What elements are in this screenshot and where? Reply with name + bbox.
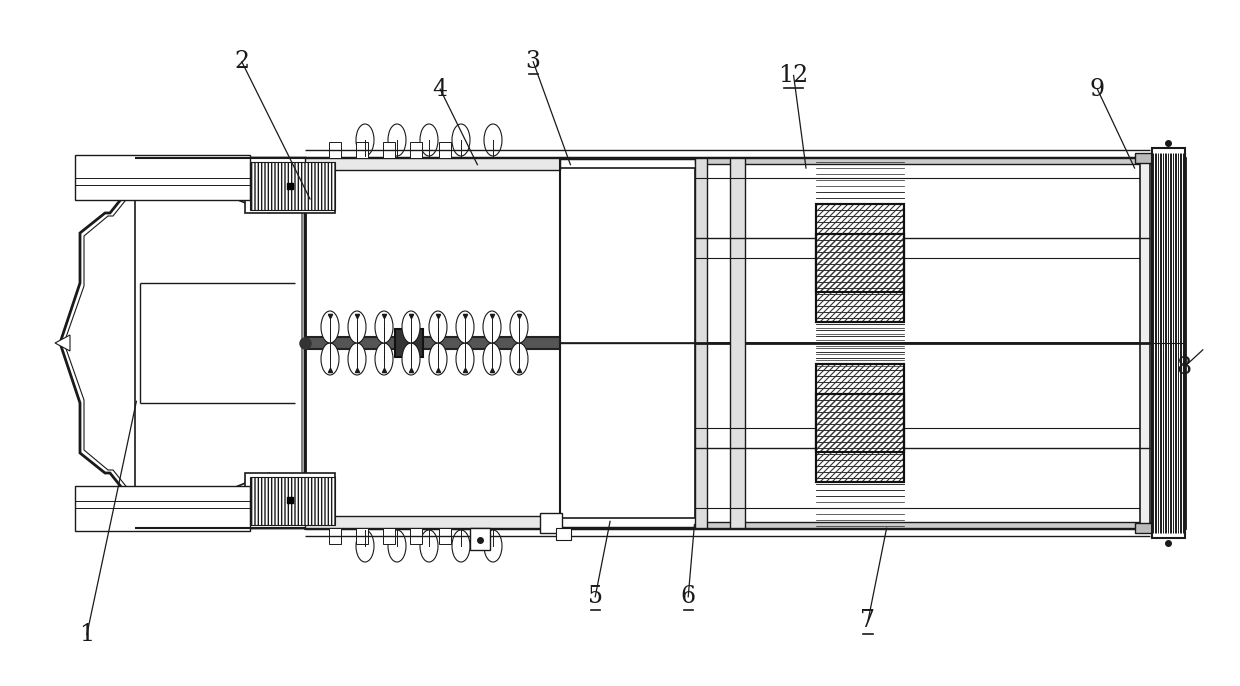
Bar (556, 528, 570, 540)
Text: 12: 12 (779, 64, 808, 87)
Bar (356, 528, 368, 544)
Bar (246, 158, 335, 213)
Ellipse shape (484, 311, 501, 343)
Bar (305, 158, 1185, 528)
Ellipse shape (429, 311, 446, 343)
Text: 8: 8 (1177, 355, 1192, 379)
Ellipse shape (321, 343, 339, 375)
Bar (816, 204, 904, 292)
Ellipse shape (402, 311, 420, 343)
Ellipse shape (374, 311, 393, 343)
Ellipse shape (484, 530, 502, 562)
Ellipse shape (321, 311, 339, 343)
Bar (250, 162, 335, 210)
Ellipse shape (510, 343, 528, 375)
Bar (816, 394, 904, 482)
Bar (305, 516, 560, 528)
Bar (560, 168, 694, 518)
Polygon shape (55, 335, 69, 351)
Ellipse shape (388, 124, 405, 156)
Text: 1: 1 (79, 623, 94, 646)
Bar (1140, 158, 1149, 528)
Bar (329, 528, 341, 544)
Text: 9: 9 (1090, 78, 1105, 101)
Bar (439, 528, 451, 544)
Ellipse shape (456, 311, 474, 343)
Bar (694, 158, 707, 528)
Ellipse shape (420, 530, 438, 562)
Bar (74, 155, 250, 200)
Bar (383, 142, 396, 158)
Bar (1135, 523, 1154, 533)
Bar (1152, 148, 1185, 538)
Ellipse shape (484, 124, 502, 156)
Bar (410, 528, 422, 544)
Bar (410, 142, 422, 158)
Text: 7: 7 (861, 609, 875, 632)
Ellipse shape (374, 343, 393, 375)
Ellipse shape (348, 311, 366, 343)
Bar (816, 234, 904, 322)
Ellipse shape (510, 311, 528, 343)
Ellipse shape (356, 530, 374, 562)
Ellipse shape (429, 343, 446, 375)
Ellipse shape (420, 124, 438, 156)
Ellipse shape (453, 124, 470, 156)
Bar (250, 477, 335, 525)
Bar (383, 528, 396, 544)
Ellipse shape (402, 343, 420, 375)
Bar (439, 142, 451, 158)
Text: 6: 6 (681, 585, 696, 608)
Text: 5: 5 (588, 585, 603, 608)
Text: 4: 4 (433, 78, 448, 101)
Text: 2: 2 (234, 50, 249, 73)
Bar (816, 234, 904, 322)
Ellipse shape (453, 530, 470, 562)
Bar (305, 158, 560, 170)
Bar (816, 364, 904, 452)
Bar (816, 204, 904, 292)
Bar (305, 337, 560, 349)
Ellipse shape (456, 343, 474, 375)
Bar (356, 142, 368, 158)
Bar (730, 158, 745, 528)
Bar (396, 329, 423, 357)
Ellipse shape (484, 343, 501, 375)
Bar (694, 522, 1149, 528)
Ellipse shape (348, 343, 366, 375)
Bar (816, 394, 904, 482)
Bar (470, 528, 490, 550)
Ellipse shape (356, 124, 374, 156)
Polygon shape (60, 158, 305, 528)
Bar (1135, 153, 1154, 163)
Ellipse shape (388, 530, 405, 562)
Bar (246, 473, 335, 528)
Bar (816, 364, 904, 452)
Bar (74, 486, 250, 531)
Bar (694, 158, 1149, 164)
Bar (539, 513, 562, 533)
Bar (329, 142, 341, 158)
Text: 3: 3 (526, 50, 541, 73)
